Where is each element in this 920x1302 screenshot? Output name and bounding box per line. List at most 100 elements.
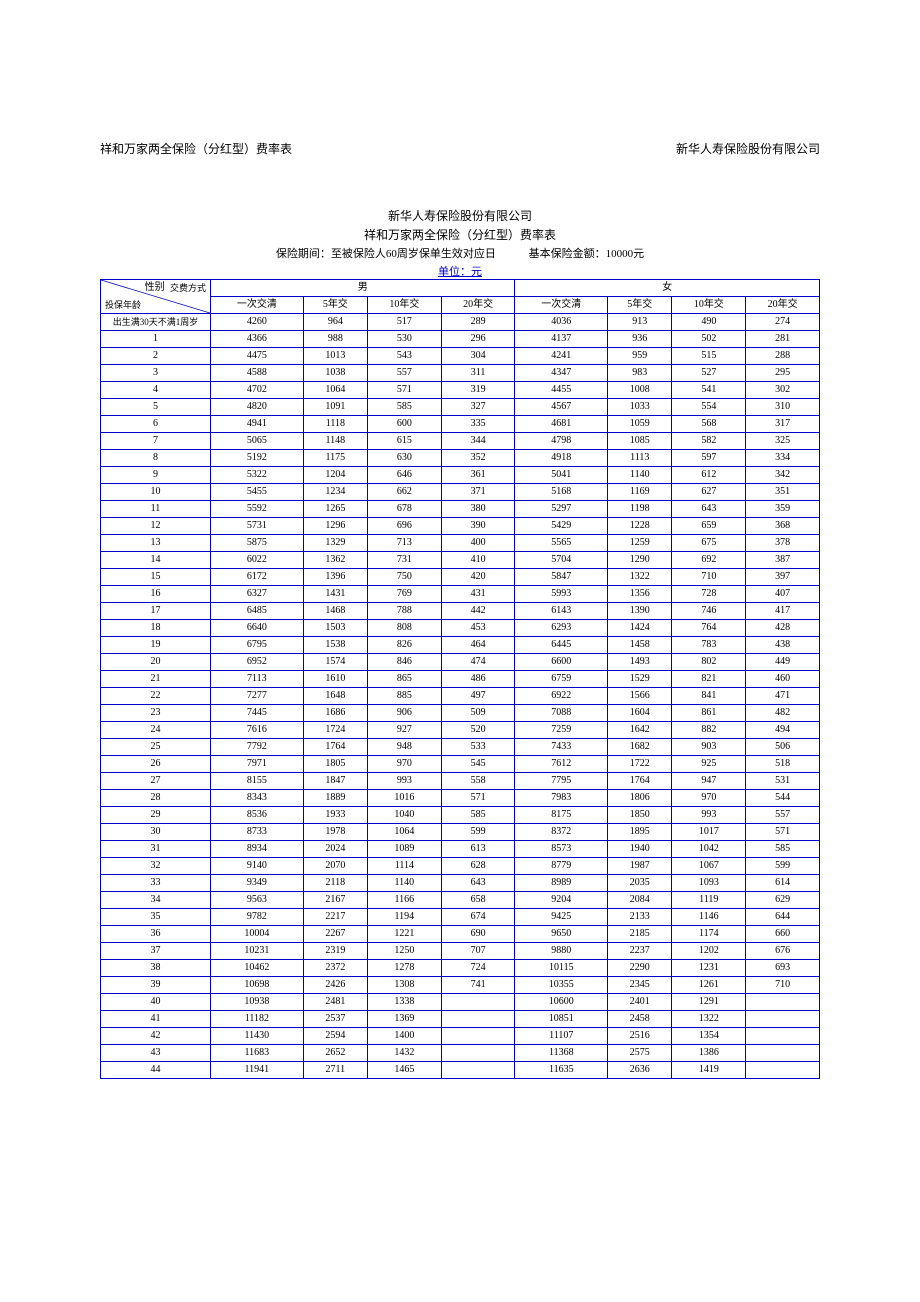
age-cell: 35 (101, 909, 211, 926)
value-cell: 6600 (515, 654, 608, 671)
value-cell: 7792 (211, 739, 304, 756)
age-cell: 42 (101, 1028, 211, 1045)
value-cell: 531 (746, 773, 820, 790)
base-amount: 基本保险金额：10000元 (529, 245, 645, 261)
value-cell: 662 (367, 484, 441, 501)
value-cell: 410 (441, 552, 515, 569)
value-cell: 1290 (608, 552, 672, 569)
value-cell: 7445 (211, 705, 304, 722)
value-cell: 1278 (367, 960, 441, 977)
table-row: 85192117563035249181113597334 (101, 450, 820, 467)
table-row: 32914020701114628877919871067599 (101, 858, 820, 875)
value-cell: 438 (746, 637, 820, 654)
value-cell: 10938 (211, 994, 304, 1011)
female-header: 女 (515, 280, 820, 297)
age-cell: 24 (101, 722, 211, 739)
value-cell (441, 1011, 515, 1028)
value-cell: 490 (672, 314, 746, 331)
age-cell: 33 (101, 875, 211, 892)
value-cell: 5041 (515, 467, 608, 484)
value-cell: 1013 (303, 348, 367, 365)
value-cell: 585 (746, 841, 820, 858)
value-cell: 5993 (515, 586, 608, 603)
value-cell: 2185 (608, 926, 672, 943)
value-cell: 630 (367, 450, 441, 467)
table-row: 64941111860033546811059568317 (101, 416, 820, 433)
value-cell: 11430 (211, 1028, 304, 1045)
value-cell: 1329 (303, 535, 367, 552)
value-cell: 482 (746, 705, 820, 722)
col-f-20y: 20年交 (746, 297, 820, 314)
value-cell: 10600 (515, 994, 608, 1011)
table-row: 出生满30天不满1周岁42609645172894036913490274 (101, 314, 820, 331)
value-cell: 527 (672, 365, 746, 382)
value-cell: 2652 (303, 1045, 367, 1062)
value-cell: 882 (672, 722, 746, 739)
value-cell: 1529 (608, 671, 672, 688)
value-cell: 676 (746, 943, 820, 960)
value-cell: 288 (746, 348, 820, 365)
value-cell: 6640 (211, 620, 304, 637)
value-cell: 2267 (303, 926, 367, 943)
value-cell: 983 (608, 365, 672, 382)
value-cell: 4475 (211, 348, 304, 365)
value-cell: 494 (746, 722, 820, 739)
value-cell: 788 (367, 603, 441, 620)
value-cell: 821 (672, 671, 746, 688)
value-cell: 710 (746, 977, 820, 994)
value-cell: 885 (367, 688, 441, 705)
value-cell: 520 (441, 722, 515, 739)
value-cell: 7612 (515, 756, 608, 773)
value-cell: 1174 (672, 926, 746, 943)
value-cell: 1265 (303, 501, 367, 518)
value-cell: 927 (367, 722, 441, 739)
value-cell (441, 1028, 515, 1045)
diag-header-cell: 性别 交费方式 投保年龄 (101, 280, 211, 314)
value-cell: 1889 (303, 790, 367, 807)
value-cell: 6445 (515, 637, 608, 654)
value-cell: 5322 (211, 467, 304, 484)
value-cell: 713 (367, 535, 441, 552)
table-row: 135875132971340055651259675378 (101, 535, 820, 552)
value-cell: 5192 (211, 450, 304, 467)
value-cell: 2217 (303, 909, 367, 926)
value-cell: 378 (746, 535, 820, 552)
value-cell: 1085 (608, 433, 672, 450)
table-row: 95322120464636150411140612342 (101, 467, 820, 484)
value-cell: 304 (441, 348, 515, 365)
value-cell: 11107 (515, 1028, 608, 1045)
value-cell: 4588 (211, 365, 304, 382)
value-cell: 10462 (211, 960, 304, 977)
table-row: 2985361933104058581751850993557 (101, 807, 820, 824)
value-cell: 474 (441, 654, 515, 671)
value-cell: 690 (441, 926, 515, 943)
value-cell: 1805 (303, 756, 367, 773)
value-cell: 861 (672, 705, 746, 722)
value-cell: 8934 (211, 841, 304, 858)
value-cell: 1432 (367, 1045, 441, 1062)
value-cell: 558 (441, 773, 515, 790)
value-cell: 371 (441, 484, 515, 501)
value-cell: 506 (746, 739, 820, 756)
value-cell: 614 (746, 875, 820, 892)
value-cell: 769 (367, 586, 441, 603)
table-row: 166327143176943159931356728407 (101, 586, 820, 603)
value-cell: 675 (672, 535, 746, 552)
table-row: 2447510135433044241959515288 (101, 348, 820, 365)
value-cell: 1400 (367, 1028, 441, 1045)
value-cell: 1033 (608, 399, 672, 416)
value-cell: 1140 (608, 467, 672, 484)
age-cell: 32 (101, 858, 211, 875)
value-cell: 2516 (608, 1028, 672, 1045)
value-cell: 387 (746, 552, 820, 569)
value-cell: 993 (367, 773, 441, 790)
value-cell: 5565 (515, 535, 608, 552)
value-cell: 1194 (367, 909, 441, 926)
age-cell: 25 (101, 739, 211, 756)
value-cell: 846 (367, 654, 441, 671)
value-cell: 1390 (608, 603, 672, 620)
value-cell: 1064 (303, 382, 367, 399)
age-cell: 4 (101, 382, 211, 399)
value-cell: 4820 (211, 399, 304, 416)
age-cell: 26 (101, 756, 211, 773)
